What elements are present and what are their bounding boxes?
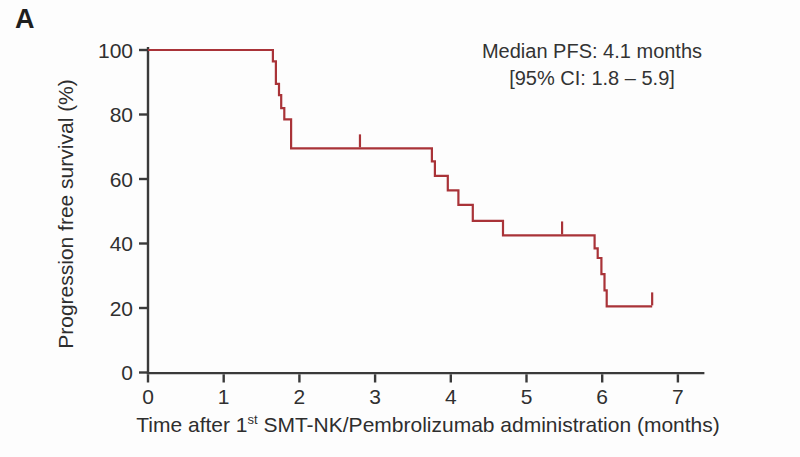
- y-tick-label: 60: [110, 168, 133, 191]
- confidence-interval-line: [95% CI: 1.8 – 5.9]: [482, 65, 702, 92]
- x-tick-label: 2: [294, 385, 306, 408]
- x-tick-label: 0: [142, 385, 154, 408]
- x-tick-label: 3: [369, 385, 381, 408]
- y-tick-label: 0: [121, 361, 133, 384]
- x-axis-title: Time after 1st SMT-NK/Pembrolizumab admi…: [136, 413, 720, 437]
- median-pfs-line: Median PFS: 4.1 months: [482, 38, 702, 65]
- x-axis-title-suffix: SMT-NK/Pembrolizumab administration (mon…: [258, 413, 720, 436]
- x-axis-title-superscript: st: [247, 412, 257, 427]
- y-tick-label: 20: [110, 297, 133, 320]
- x-tick-label: 1: [218, 385, 230, 408]
- y-tick-label: 100: [98, 39, 133, 62]
- x-tick-label: 7: [672, 385, 684, 408]
- y-tick-label: 40: [110, 232, 133, 255]
- y-axis-title: Progression free survival (%): [54, 79, 78, 349]
- y-tick-label: 80: [110, 103, 133, 126]
- x-tick-label: 4: [445, 385, 457, 408]
- median-pfs-annotation: Median PFS: 4.1 months [95% CI: 1.8 – 5.…: [482, 38, 702, 92]
- x-tick-label: 6: [596, 385, 608, 408]
- x-tick-label: 5: [521, 385, 533, 408]
- x-axis-title-prefix: Time after 1: [136, 413, 247, 436]
